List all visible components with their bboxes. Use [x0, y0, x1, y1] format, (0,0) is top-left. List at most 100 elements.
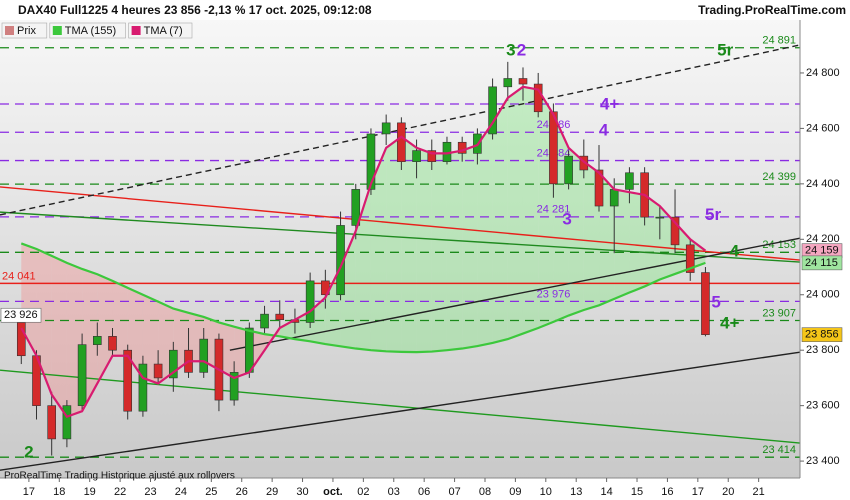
price-box [801, 255, 843, 271]
plot-area [0, 20, 800, 478]
candle-body [381, 122, 391, 135]
candle-body [625, 172, 634, 190]
x-tick-label: 14 [600, 486, 612, 498]
trendline [0, 369, 801, 444]
x-tick-label: 21 [753, 486, 765, 498]
x-tick-label: 24 [175, 486, 187, 498]
x-tick-label: 30 [296, 486, 308, 498]
level-label: 24 399 [762, 171, 796, 183]
y-tick-label: 24 800 [806, 67, 840, 79]
fill-area [492, 97, 508, 343]
level-label: 24 281 [537, 204, 571, 216]
x-tick-label: 06 [418, 486, 430, 498]
candle-body [457, 141, 467, 154]
price-box [0, 307, 42, 323]
legend-label: TMA (7) [144, 25, 183, 37]
price-box [801, 327, 843, 342]
trendline [229, 237, 801, 351]
wave-label: 4+ [720, 313, 739, 332]
candle-body [169, 349, 178, 379]
x-tick-label: 29 [266, 486, 278, 498]
candle-body [153, 363, 163, 379]
source: Trading.ProRealTime.com [698, 3, 846, 17]
x-tick-label: 07 [448, 486, 460, 498]
level-label: 24 891 [762, 35, 796, 47]
legend-label: TMA (155) [65, 25, 116, 37]
x-tick-label: 09 [509, 486, 521, 498]
trendline [0, 211, 801, 263]
wave-label: 3 [506, 40, 515, 59]
x-tick-label: 15 [631, 486, 643, 498]
candle-body [260, 313, 269, 329]
price-box-label: 24 159 [805, 245, 839, 257]
x-tick-label: 08 [479, 486, 491, 498]
legend-swatch [131, 26, 141, 35]
price-box-label: 23 856 [805, 329, 839, 341]
candle-body [305, 280, 315, 323]
x-tick-label: 19 [84, 486, 96, 498]
candle-body [549, 111, 558, 185]
candle-body [123, 349, 133, 412]
wave-label: 4 [730, 241, 740, 260]
wave-label: 4+ [600, 94, 619, 113]
legend-swatch [52, 26, 62, 35]
candle-body [245, 327, 254, 373]
x-tick-label: 17 [692, 486, 704, 498]
level-label: 24 041 [2, 270, 36, 282]
fill-area [386, 136, 402, 352]
wave-label: 5 [711, 293, 720, 312]
y-tick-label: 23 800 [806, 344, 840, 356]
fill-area [507, 86, 523, 340]
x-tick-label: 13 [570, 486, 582, 498]
series-line [20, 85, 707, 419]
candle-body [351, 189, 361, 226]
fill-area [142, 294, 159, 384]
x-tick-label: 26 [236, 486, 248, 498]
level-label: 23 414 [762, 444, 796, 456]
candle-body [77, 344, 87, 406]
candle-body [366, 133, 376, 190]
x-tick-label: 25 [205, 486, 217, 498]
fill-area [446, 150, 463, 351]
candle-body [701, 272, 710, 335]
fill-area [462, 145, 478, 349]
legend-swatch [5, 26, 14, 35]
fill-area [477, 122, 493, 347]
series-line [20, 242, 706, 354]
x-tick-label: 10 [540, 486, 552, 498]
candle-body [199, 338, 209, 373]
chart-title: DAX40 Full1225 4 heures 23 856 -2,13 % 1… [18, 3, 372, 17]
legend-label: Prix [17, 25, 36, 37]
x-tick-label: 16 [661, 486, 673, 498]
candle-body [655, 216, 665, 219]
candle-body [670, 216, 680, 246]
candle-body [488, 86, 497, 135]
fill-area [522, 86, 539, 334]
candle-body [427, 150, 437, 162]
y-tick-label: 24 400 [806, 178, 840, 190]
footnote: ProRealTime Trading Historique ajusté au… [4, 471, 235, 482]
fill-area [401, 136, 417, 353]
wave-label: 5r [705, 205, 721, 224]
wave-label: 5r [717, 40, 733, 59]
candle-body [564, 155, 573, 185]
trendline [0, 44, 801, 216]
level-label: 23 907 [762, 307, 796, 319]
candle-body [503, 78, 513, 88]
candle-body [62, 405, 72, 440]
fill-area [51, 255, 67, 417]
fill-area [370, 147, 387, 352]
price-box-label: 23 926 [4, 309, 38, 321]
candle-body [518, 78, 528, 85]
level-label: 23 976 [537, 288, 571, 300]
y-tick-label: 24 000 [806, 289, 840, 301]
y-tick-label: 23 400 [806, 455, 840, 467]
legend-entry [49, 22, 126, 39]
wave-label: 4 [599, 121, 609, 140]
legend-entry [128, 22, 193, 39]
x-tick-label: 17 [23, 486, 35, 498]
y-tick-label: 24 600 [806, 122, 840, 134]
y-tick-label: 24 200 [806, 233, 840, 245]
wave-label: 3 [562, 209, 571, 228]
wave-label: 2 [517, 40, 526, 59]
